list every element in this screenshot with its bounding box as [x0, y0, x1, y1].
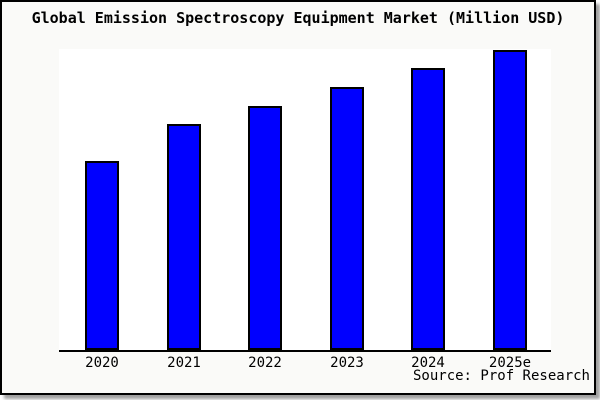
bar-2023	[330, 87, 364, 350]
x-tick-label: 2023	[330, 355, 364, 371]
x-tick-label: 2020	[85, 355, 119, 371]
chart-title: Global Emission Spectroscopy Equipment M…	[31, 9, 565, 27]
source-caption: Source: Prof Research	[412, 368, 590, 384]
bar-2020	[85, 161, 119, 350]
x-axis-labels: 2020 2021 2022 2023 2024 2025e	[59, 355, 551, 371]
bar-2024	[411, 68, 445, 350]
x-tick-label: 2021	[167, 355, 201, 371]
bar-2021	[167, 124, 201, 350]
x-tick-label: 2024	[411, 355, 445, 371]
x-tick-label: 2022	[248, 355, 282, 371]
x-tick-label: 2025e	[488, 355, 532, 371]
bar-2025e	[493, 50, 527, 350]
bar-2022	[248, 106, 282, 350]
plot-area	[59, 49, 551, 352]
